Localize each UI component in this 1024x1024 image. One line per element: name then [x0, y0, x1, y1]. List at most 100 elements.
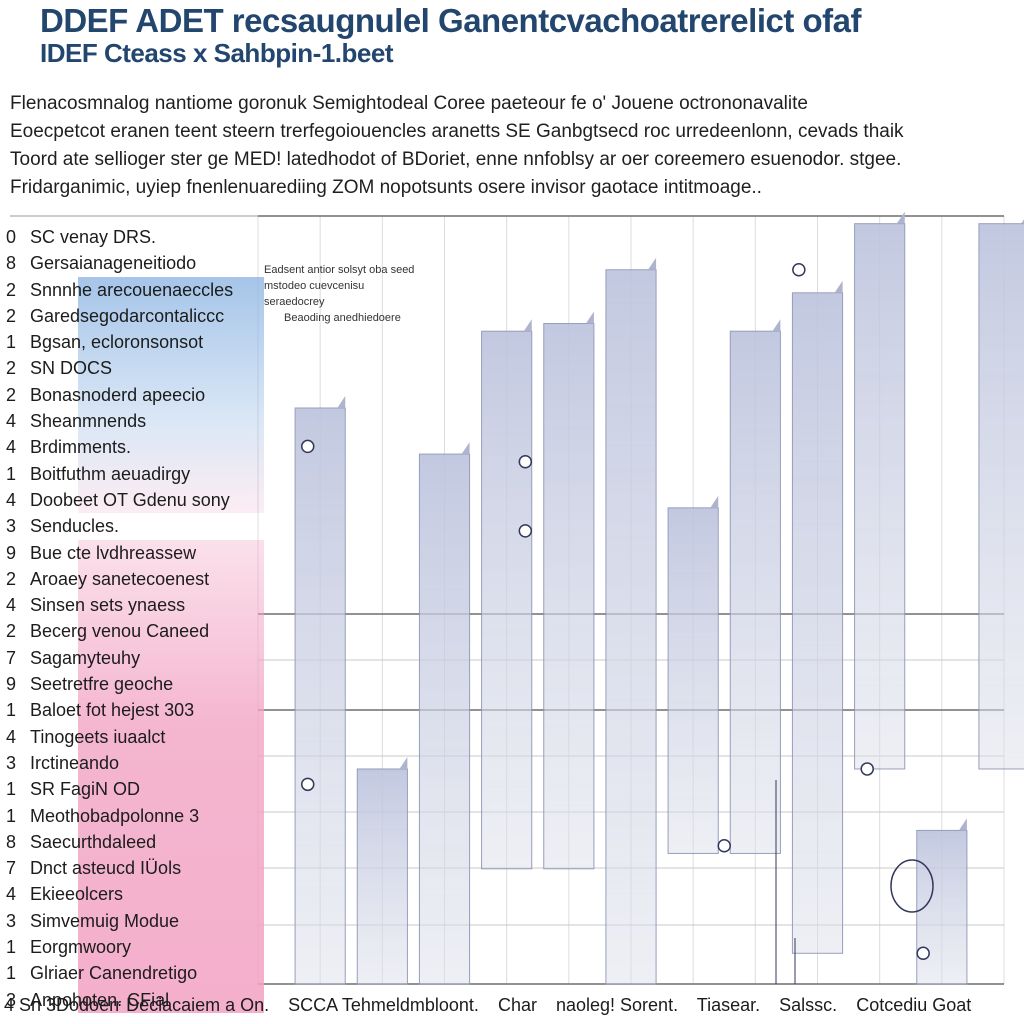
- footer-item: naoleg! Sorent.: [555, 995, 679, 1015]
- row-number: 2: [6, 621, 17, 642]
- row-label: 9 Seetretfre geoche: [6, 671, 256, 697]
- data-point: [518, 455, 533, 469]
- row-text: Aroaey sanetecoenest: [30, 568, 210, 589]
- row-number: 1: [6, 463, 17, 484]
- row-number: 2: [6, 305, 17, 326]
- row-text: Becerg venou Caneed: [30, 621, 210, 642]
- row-number: 2: [6, 384, 17, 405]
- row-text: Sinsen sets ynaess: [30, 595, 186, 616]
- row-label: 2 Snnnhe arecouenaeccles: [6, 277, 256, 303]
- row-text: Eorgmwoory: [30, 937, 132, 958]
- row-number: 7: [6, 647, 17, 668]
- bar: [543, 323, 595, 870]
- row-number: 2: [6, 568, 17, 589]
- bar: [356, 768, 408, 985]
- bar: [418, 453, 471, 985]
- row-text: SC venay DRS.: [30, 227, 157, 247]
- row-number: 1: [6, 937, 17, 958]
- row-number: 4: [6, 437, 17, 458]
- bar: [294, 407, 346, 985]
- row-number: 1: [6, 700, 17, 721]
- annotation-line: Beaoding anedhiedoere: [284, 312, 401, 324]
- row-label: 1 Meothobadpolonne 3: [6, 803, 256, 829]
- row-label: 1 Baloet fot hejest 303: [6, 697, 256, 723]
- bar-cap: [896, 211, 905, 224]
- row-text: Ekieeolcers: [30, 884, 124, 905]
- bar-cap: [958, 818, 967, 831]
- row-number: 9: [6, 674, 17, 695]
- description-line: Toord ate sellioger ster ge MED! latedho…: [10, 149, 902, 170]
- chart-title: DDEF ADET recsaugnulel Ganentcvachoatrer…: [40, 2, 1000, 69]
- row-label: 1 Eorgmwoory: [6, 934, 256, 960]
- bar: [481, 330, 533, 870]
- data-point: [717, 839, 731, 853]
- row-number: 8: [6, 831, 17, 852]
- data-point: [792, 263, 806, 277]
- annotation: Eadsent antior solsyt oba seed mstodeo c…: [264, 262, 494, 326]
- row-text: Bonasnoderd apeecio: [30, 384, 206, 405]
- footer-item: Char: [497, 995, 537, 1015]
- row-text: Sheanmnends: [30, 411, 147, 432]
- annotation-line: Eadsent antior solsyt oba seed: [264, 264, 415, 276]
- row-label: 7 Dnct asteucd IÜols: [6, 855, 256, 881]
- row-text: Baloet fot hejest 303: [30, 700, 195, 721]
- footer: 4 Sn 3Dodoerr Deciacaiem a On. SCCA Tehm…: [4, 992, 1019, 1018]
- bar-cap: [337, 396, 346, 408]
- row-text: SR FagiN OD: [30, 779, 141, 800]
- row-number: 1: [6, 963, 17, 984]
- row-number: 2: [6, 279, 17, 300]
- row-text: Tinogeets iuaalct: [30, 726, 166, 747]
- row-label: 0 SC venay DRS.: [6, 224, 256, 250]
- row-label: 2 Aroaey sanetecoenest: [6, 566, 256, 592]
- footer-item: Salssc.: [779, 995, 838, 1015]
- row-text: Doobeet OT Gdenu sony: [30, 489, 230, 510]
- row-label: 1 Glriaer Canendretigo: [6, 960, 256, 986]
- row-number: 9: [6, 542, 17, 563]
- row-label: 3 Senducles.: [6, 513, 256, 539]
- bar: [729, 330, 781, 854]
- annotation-line: mstodeo cuevcenisu: [264, 280, 365, 292]
- bar-cap: [710, 495, 719, 508]
- bar-cap: [461, 442, 470, 455]
- footer-item: SCCA Tehmeldmbloont.: [288, 995, 479, 1015]
- highlight-ellipse: [890, 859, 934, 913]
- data-point: [300, 777, 315, 792]
- footer-item: 4 Sn 3Dodoerr Deciacaiem a On.: [4, 995, 270, 1015]
- row-number: 3: [6, 989, 17, 1010]
- row-number: 1: [6, 332, 17, 353]
- row-label: 4 Ekieeolcers: [6, 881, 256, 907]
- row-label-list: 0 SC venay DRS. 8 Gersaianageneitiodo 2 Snnnh…: [6, 224, 264, 1013]
- footer-item: Cotcediu Goat: [856, 995, 972, 1015]
- title-line-1: DDEF ADET recsaugnulel Ganentcvachoatrer…: [40, 2, 862, 39]
- row-label: 8 Saecurthdaleed: [6, 829, 256, 855]
- row-text: Garedsegodarcontaliccc: [30, 305, 225, 326]
- bar-cap: [399, 756, 408, 769]
- data-point: [300, 439, 315, 454]
- row-text: Brdimments.: [30, 437, 132, 458]
- row-number: 3: [6, 910, 17, 931]
- row-number: 4: [6, 884, 17, 905]
- row-number: 1: [6, 805, 17, 826]
- footer-item: Tiasear.: [696, 995, 761, 1015]
- row-label: 9 Bue cte lvdhreassew: [6, 540, 256, 566]
- row-number: 2: [6, 358, 17, 379]
- row-text: Snnnhe arecouenaeccles: [30, 279, 234, 300]
- annotation-line: seraedocrey: [264, 296, 325, 308]
- row-label: 4 Tinogeets iuaalct: [6, 724, 256, 750]
- row-text: Anpohoten. CFial: [30, 989, 170, 1010]
- row-label: 3 Irctineando: [6, 750, 256, 776]
- row-label: 4 Sinsen sets ynaess: [6, 592, 256, 618]
- data-point: [518, 524, 533, 538]
- row-label: 1 SR FagiN OD: [6, 776, 256, 802]
- row-label: 4 Brdimments.: [6, 434, 256, 460]
- bar-cap: [523, 319, 532, 332]
- bar: [605, 269, 657, 985]
- data-point: [916, 946, 930, 961]
- bar: [854, 223, 906, 770]
- row-number: 0: [6, 227, 17, 247]
- bar: [791, 292, 844, 954]
- row-number: 3: [6, 752, 17, 773]
- row-text: Simvemuig Modue: [30, 910, 180, 931]
- row-label: 3 Anpohoten. CFial: [6, 987, 256, 1013]
